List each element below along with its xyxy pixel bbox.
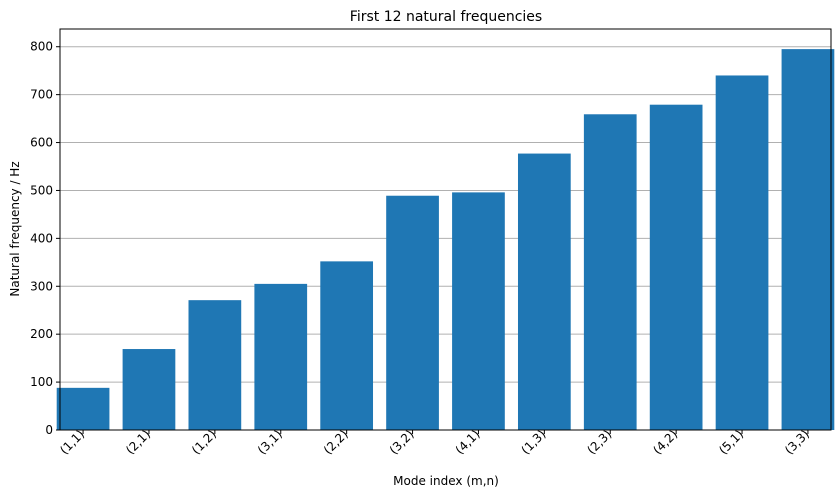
y-tick-label: 400 — [30, 231, 53, 245]
bar — [122, 349, 176, 430]
bar — [781, 49, 835, 431]
plot-frame — [59, 28, 832, 431]
y-tick-label: 500 — [30, 183, 53, 197]
y-axis-ticks: 0 100 200 300 400 500 600 700 800 — [30, 40, 60, 437]
bar — [56, 387, 110, 430]
y-tick-label: 700 — [30, 88, 53, 102]
y-tick-label: 100 — [30, 375, 53, 389]
bar — [649, 104, 703, 430]
bar — [188, 300, 242, 430]
bar — [583, 114, 637, 430]
bar — [517, 153, 571, 431]
bars-layer — [56, 49, 835, 431]
bar — [386, 195, 439, 430]
bar — [452, 192, 505, 430]
bar — [254, 283, 308, 430]
bar — [715, 75, 769, 430]
y-tick-label: 300 — [30, 279, 53, 293]
x-axis-ticks: (1,1) (2,1) (1,2) (3,1) (2,2) (3,2) (4,1) (1,3)… — [57, 427, 812, 457]
y-tick-label: 800 — [30, 40, 53, 54]
y-axis-label: Natural frequency / Hz — [8, 161, 22, 296]
y-tick-label: 200 — [30, 327, 53, 341]
chart-title: First 12 natural frequencies — [350, 9, 542, 25]
bar — [320, 261, 374, 430]
y-tick-label: 600 — [30, 136, 53, 150]
x-axis-label: Mode index (m,n) — [393, 474, 499, 488]
y-tick-label: 0 — [45, 423, 53, 437]
grid-layer — [60, 46, 831, 431]
